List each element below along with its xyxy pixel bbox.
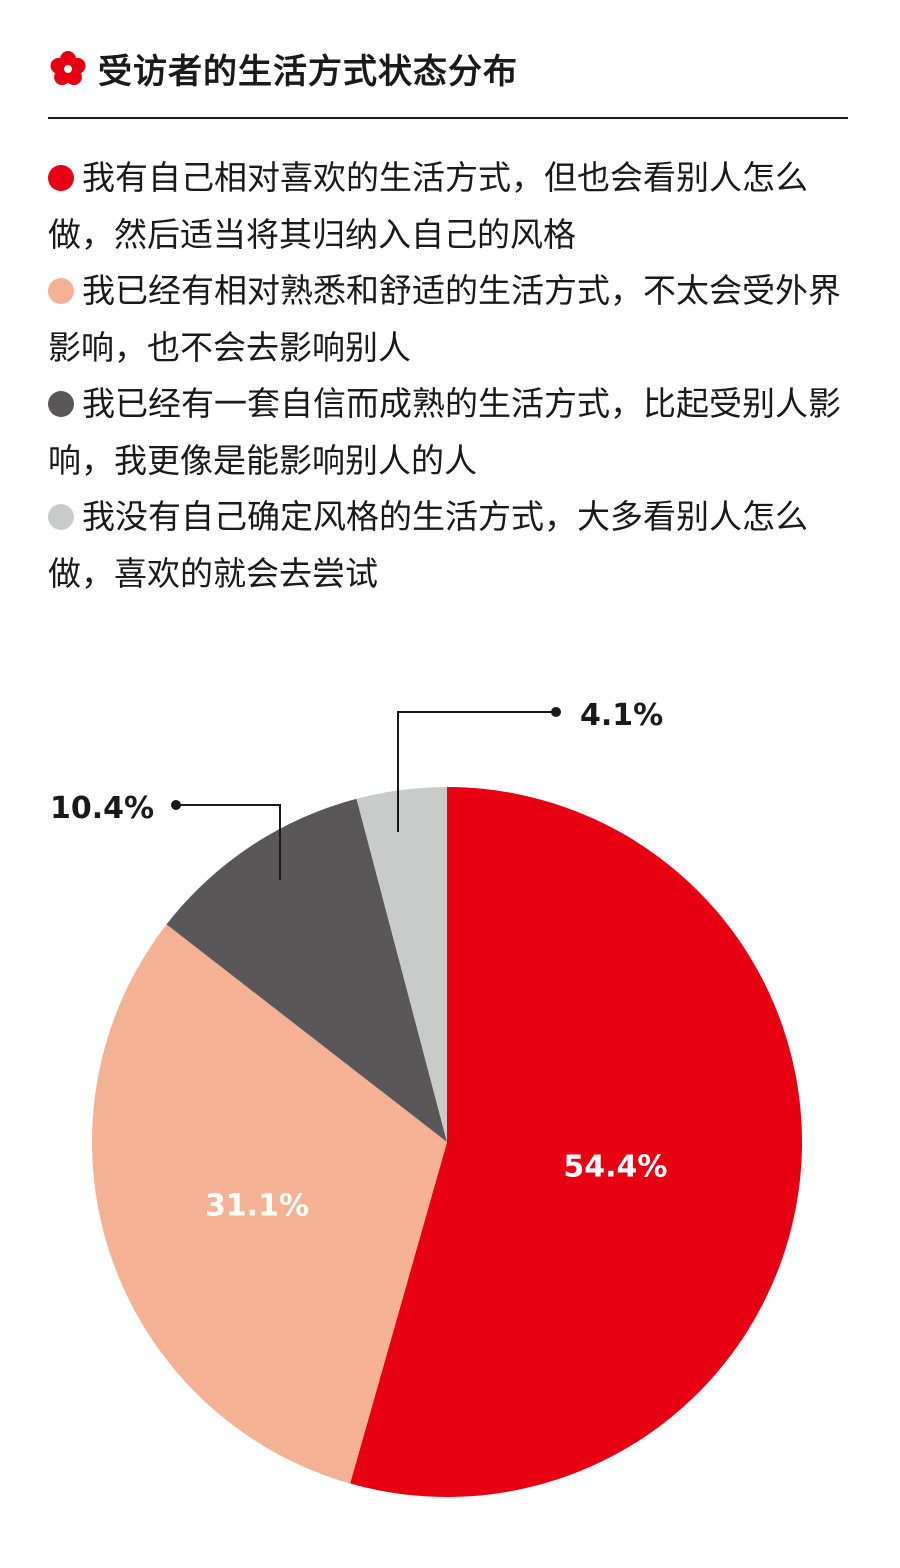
chart-title: 受访者的生活方式状态分布 bbox=[98, 52, 518, 92]
pie-slice bbox=[166, 798, 447, 1142]
data-label: 10.4% bbox=[50, 791, 154, 826]
legend-item: 我没有自己确定风格的生活方式，大多看别人怎么做，喜欢的就会去尝试 bbox=[48, 489, 852, 602]
leader-dot bbox=[171, 800, 181, 810]
legend-item: 我有自己相对喜欢的生活方式，但也会看别人怎么做，然后适当将其归纳入自己的风格 bbox=[48, 150, 852, 263]
pie-slice bbox=[350, 787, 803, 1497]
legend-swatch bbox=[48, 278, 74, 304]
legend-label: 我有自己相对喜欢的生活方式，但也会看别人怎么做，然后适当将其归纳入自己的风格 bbox=[48, 158, 808, 254]
legend-label: 我已经有相对熟悉和舒适的生活方式，不太会受外界影响，也不会去影响别人 bbox=[48, 271, 841, 367]
leader-line bbox=[176, 804, 281, 880]
data-label: 31.1% bbox=[205, 1188, 309, 1223]
title-divider bbox=[48, 117, 848, 119]
legend-swatch bbox=[48, 504, 74, 530]
legend-label: 我没有自己确定风格的生活方式，大多看别人怎么做，喜欢的就会去尝试 bbox=[48, 497, 808, 593]
legend-swatch bbox=[48, 165, 74, 191]
legend-item: 我已经有相对熟悉和舒适的生活方式，不太会受外界影响，也不会去影响别人 bbox=[48, 263, 852, 376]
leader-line bbox=[397, 711, 556, 832]
chart-header: 受访者的生活方式状态分布 bbox=[48, 44, 518, 93]
red-flower-icon bbox=[50, 50, 86, 85]
pie-slice bbox=[356, 787, 447, 1142]
data-label: 54.4% bbox=[563, 1149, 667, 1184]
legend-label: 我已经有一套自信而成熟的生活方式，比起受别人影响，我更像是能影响别人的人 bbox=[48, 384, 841, 480]
data-label: 4.1% bbox=[580, 698, 663, 733]
leader-dot bbox=[551, 707, 561, 717]
legend-swatch bbox=[48, 391, 74, 417]
legend-item: 我已经有一套自信而成熟的生活方式，比起受别人影响，我更像是能影响别人的人 bbox=[48, 376, 852, 489]
pie-slice bbox=[91, 924, 448, 1484]
legend: 我有自己相对喜欢的生活方式，但也会看别人怎么做，然后适当将其归纳入自己的风格 我… bbox=[48, 150, 852, 602]
